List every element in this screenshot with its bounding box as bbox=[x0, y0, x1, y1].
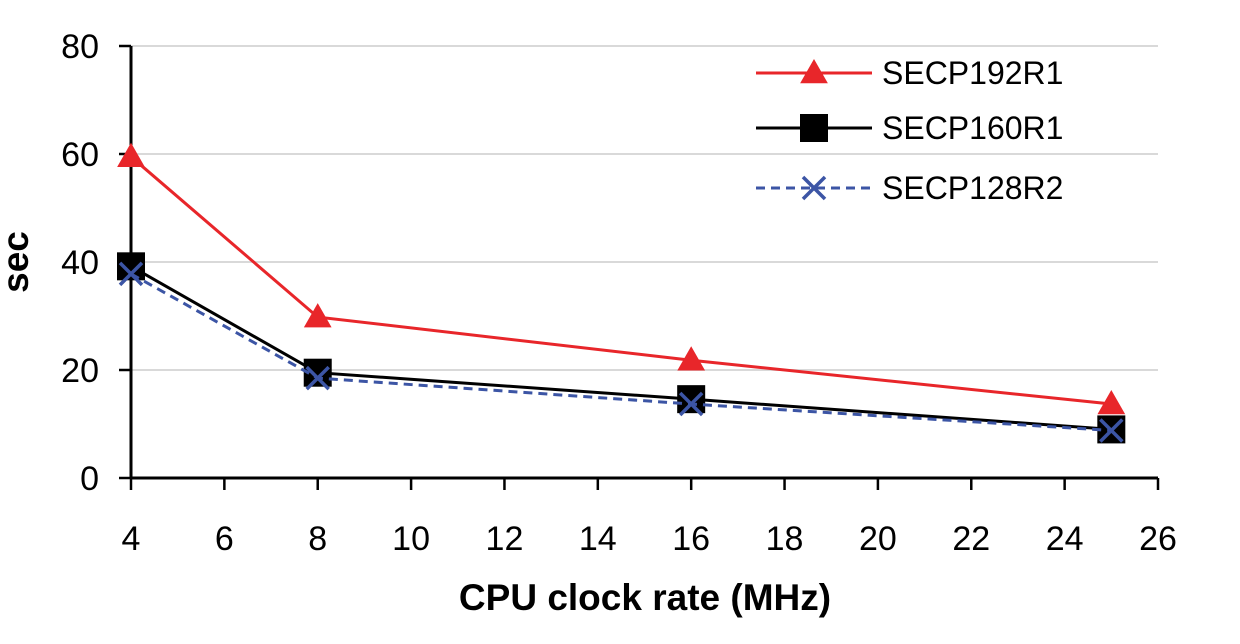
x-marker-stroke bbox=[1099, 418, 1124, 443]
x-tick-label: 22 bbox=[952, 520, 990, 558]
legend: SECP192R1 SECP160R1 SECP128R2 bbox=[756, 55, 1063, 206]
legend-marker bbox=[800, 114, 828, 142]
data-point bbox=[1099, 418, 1124, 443]
legend-item: SECP128R2 bbox=[756, 170, 1063, 206]
y-tick-label: 60 bbox=[61, 136, 99, 174]
data-point bbox=[303, 303, 332, 328]
x-axis-title: CPU clock rate (MHz) bbox=[459, 577, 831, 618]
legend-marker bbox=[801, 175, 827, 201]
data-point bbox=[1097, 390, 1126, 415]
axes: 0 20 40 60 80 4 6 8 10 12 14 16 18 20 22 24 26 bbox=[61, 28, 1177, 558]
y-tick-label: 0 bbox=[80, 460, 99, 498]
legend-item: SECP160R1 bbox=[756, 110, 1063, 146]
data-point bbox=[677, 346, 706, 371]
x-tick-label: 20 bbox=[859, 520, 897, 558]
y-tick-label: 20 bbox=[61, 352, 99, 390]
x-marker-stroke bbox=[305, 365, 330, 391]
x-tick-label: 14 bbox=[579, 520, 617, 558]
data-point bbox=[118, 261, 144, 287]
x-tick-label: 16 bbox=[672, 520, 710, 558]
x-tick-label: 24 bbox=[1046, 520, 1084, 558]
x-tick-label: 26 bbox=[1139, 520, 1177, 558]
x-tick-label: 4 bbox=[122, 520, 141, 558]
x-tick-label: 8 bbox=[308, 520, 327, 558]
x-marker-stroke bbox=[678, 391, 704, 417]
series-secp192r1 bbox=[117, 142, 1126, 415]
series-secp160r1 bbox=[117, 252, 1126, 444]
x-tick-label: 10 bbox=[392, 520, 430, 558]
y-tick-label: 40 bbox=[61, 244, 99, 282]
data-point bbox=[678, 391, 704, 417]
x-tick-label: 12 bbox=[486, 520, 524, 558]
series-line bbox=[130, 155, 1112, 406]
data-point bbox=[677, 385, 706, 414]
series-layer bbox=[117, 142, 1126, 444]
x-tick-label: 6 bbox=[215, 520, 234, 558]
gridlines bbox=[131, 45, 1158, 371]
legend-item: SECP192R1 bbox=[756, 55, 1063, 91]
data-point bbox=[305, 365, 330, 391]
data-point bbox=[117, 142, 145, 167]
series-secp128r2 bbox=[118, 261, 1124, 443]
series-line bbox=[130, 265, 1112, 431]
legend-label: SECP128R2 bbox=[882, 170, 1063, 206]
legend-label: SECP160R1 bbox=[882, 110, 1063, 146]
legend-marker bbox=[800, 58, 828, 84]
x-marker-stroke bbox=[118, 261, 144, 287]
y-axis-title: sec bbox=[0, 231, 36, 293]
x-marker-stroke bbox=[801, 175, 827, 201]
legend-label: SECP192R1 bbox=[882, 55, 1063, 91]
y-tick-label: 80 bbox=[61, 28, 99, 66]
series-line bbox=[130, 272, 1112, 432]
x-tick-label: 18 bbox=[766, 520, 804, 558]
